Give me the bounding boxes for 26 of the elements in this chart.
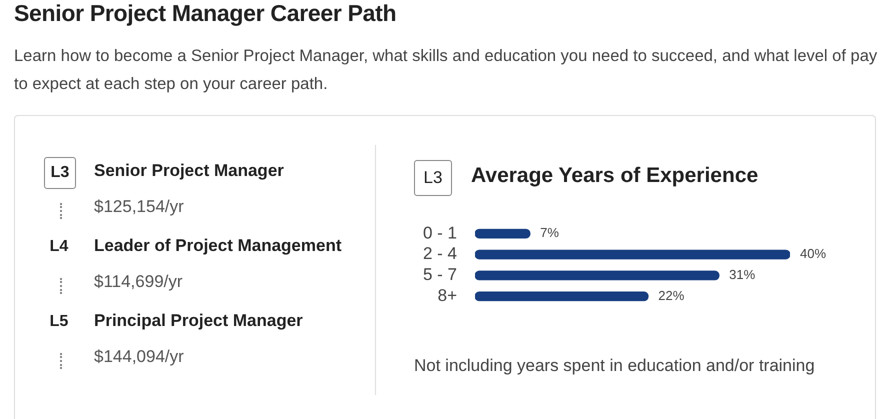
bar	[475, 250, 790, 260]
text: $144,094/yr	[94, 347, 184, 367]
bar	[475, 228, 530, 238]
text: Not including years spent in education and/or training	[414, 356, 815, 376]
text: $125,154/yr	[94, 197, 184, 217]
text: $114,699/yr	[94, 272, 183, 292]
text: L4	[48, 237, 70, 257]
bar	[475, 292, 649, 302]
text: L3	[44, 157, 76, 189]
y-tick-label: 0 - 1	[422, 223, 458, 242]
y-tick-label: 5 - 7	[422, 265, 458, 284]
text: Senior Project Manager Career Path	[14, 0, 396, 27]
y-tick-label: 8+	[438, 286, 458, 306]
data-label: 40%	[800, 246, 826, 262]
bar	[475, 270, 720, 280]
data-label: 31%	[729, 267, 756, 282]
text: Senior Project Manager	[94, 161, 284, 181]
text: L5	[48, 312, 70, 332]
text: Learn how to become a Senior Project Manager, what skills and education you need to succeed, and what level of pay to expect at each step on your career path.	[14, 46, 878, 95]
data-label: 7%	[540, 225, 560, 240]
text: L3	[414, 160, 452, 196]
y-tick-label: 2 - 4	[422, 244, 458, 264]
text: Leader of Project Management	[94, 236, 342, 256]
chart-title: Average Years of Experience	[471, 164, 758, 188]
text: Principal Project Manager	[94, 311, 303, 331]
data-label: 22%	[658, 288, 685, 303]
